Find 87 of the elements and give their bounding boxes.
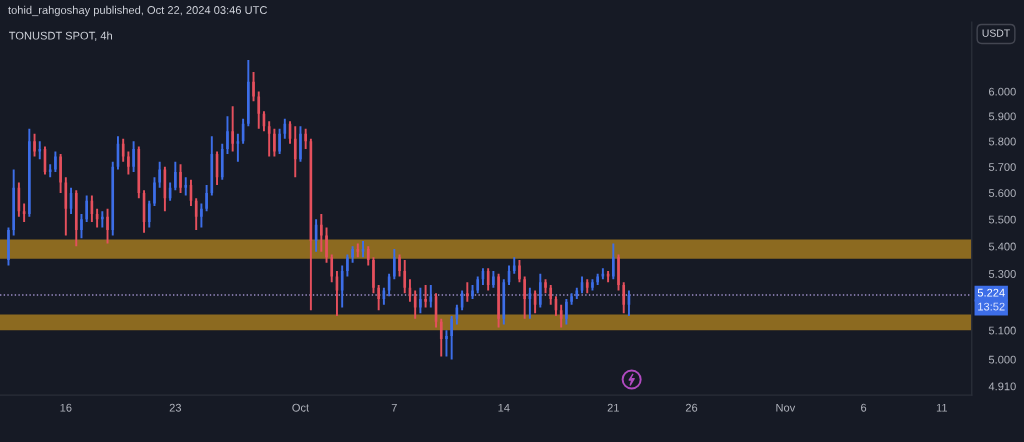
candlestick: [439, 317, 443, 358]
candlestick: [466, 281, 469, 303]
candlestick: [59, 153, 62, 194]
candlestick: [247, 59, 250, 128]
x-tick-label: Nov: [776, 403, 796, 412]
candlestick: [54, 150, 57, 173]
candlestick: [403, 259, 407, 295]
y-tick-label: 5.500: [988, 215, 1016, 224]
x-tick-label: 7: [391, 403, 397, 412]
candlestick: [351, 245, 354, 264]
candlestick: [570, 292, 573, 306]
candlestick: [147, 199, 151, 229]
y-tick-label: 5.400: [988, 242, 1016, 251]
candlestick: [85, 194, 88, 224]
candlestick: [419, 286, 422, 315]
candlestick: [184, 176, 188, 197]
candlestick: [471, 283, 474, 300]
candlestick: [278, 127, 281, 155]
candlestick: [596, 272, 599, 286]
x-tick-label: 26: [685, 403, 698, 412]
candlestick: [393, 248, 396, 281]
candlestick: [205, 184, 208, 213]
candlestick: [106, 207, 109, 245]
candlestick: [377, 283, 380, 312]
x-tick-label: 14: [498, 403, 510, 412]
candlestick: [153, 176, 156, 208]
candlestick: [617, 253, 620, 292]
x-tick-label: 23: [169, 403, 182, 412]
candlestick: [293, 125, 297, 179]
y-tick-label: 5.900: [988, 112, 1016, 121]
y-tick-label: 5.800: [988, 137, 1016, 146]
y-axis-title: USDT: [982, 29, 1010, 37]
text: TONUSDT SPOT, 4h: [9, 31, 112, 41]
candlestick: [523, 275, 526, 320]
candlestick: [450, 315, 453, 361]
candlestick: [612, 242, 615, 281]
candlestick: [544, 278, 547, 295]
candlestick: [12, 168, 15, 237]
candlestick: [398, 253, 401, 278]
text: 13:52: [978, 302, 1005, 311]
candlestick: [304, 127, 307, 150]
candlestick: [445, 329, 448, 358]
candlestick: [132, 140, 135, 173]
y-tick-label: 5.000: [988, 355, 1016, 364]
candlestick: [80, 213, 83, 240]
y-tick-label: 6.000: [989, 87, 1016, 96]
candlestick: [252, 71, 255, 103]
candlestick: [518, 259, 521, 284]
y-tick-label: 5.700: [988, 163, 1016, 171]
candlestick: [497, 272, 500, 329]
candlestick: [226, 115, 229, 155]
y-tick-label: 5.300: [988, 270, 1016, 278]
x-tick-label: 6: [861, 403, 867, 412]
candlestick: [492, 270, 495, 289]
candlestick: [330, 253, 334, 284]
candlestick: [622, 281, 626, 315]
y-tick-label: 5.100: [988, 326, 1016, 335]
candlestick: [366, 245, 370, 267]
ref-line-label: 5.224: [977, 288, 1005, 297]
candlestick: [591, 278, 594, 292]
candlestick: [7, 226, 10, 267]
candlestick: [158, 160, 161, 189]
x-tick-label: 11: [936, 403, 948, 412]
y-tick-label: 4.910: [988, 382, 1016, 391]
candlestick: [325, 226, 328, 264]
candlestick: [299, 125, 302, 163]
candlestick: [565, 298, 568, 326]
candlestick: [372, 256, 375, 295]
x-tick-label: Oct: [292, 403, 310, 412]
candlestick: [200, 202, 203, 229]
candlestick: [231, 105, 234, 153]
x-tick-label: 16: [60, 403, 72, 412]
candlestick: [127, 150, 130, 176]
candlestick: [273, 127, 276, 158]
candlestick: [320, 213, 323, 253]
candlestick: [257, 90, 261, 130]
candlestick: [346, 253, 349, 278]
candlestick: [539, 272, 542, 309]
candlestick: [28, 127, 31, 218]
candlestick: [549, 283, 553, 306]
candlestick: [179, 163, 182, 194]
candlestick: [174, 160, 177, 192]
candlestick: [33, 132, 36, 158]
candlestick: [424, 283, 427, 309]
y-tick-label: 5.600: [988, 189, 1016, 198]
x-tick-label: 21: [607, 403, 619, 412]
text: tohid_rahgoshay published, Oct 22, 2024 03:46 UTC: [8, 5, 268, 17]
